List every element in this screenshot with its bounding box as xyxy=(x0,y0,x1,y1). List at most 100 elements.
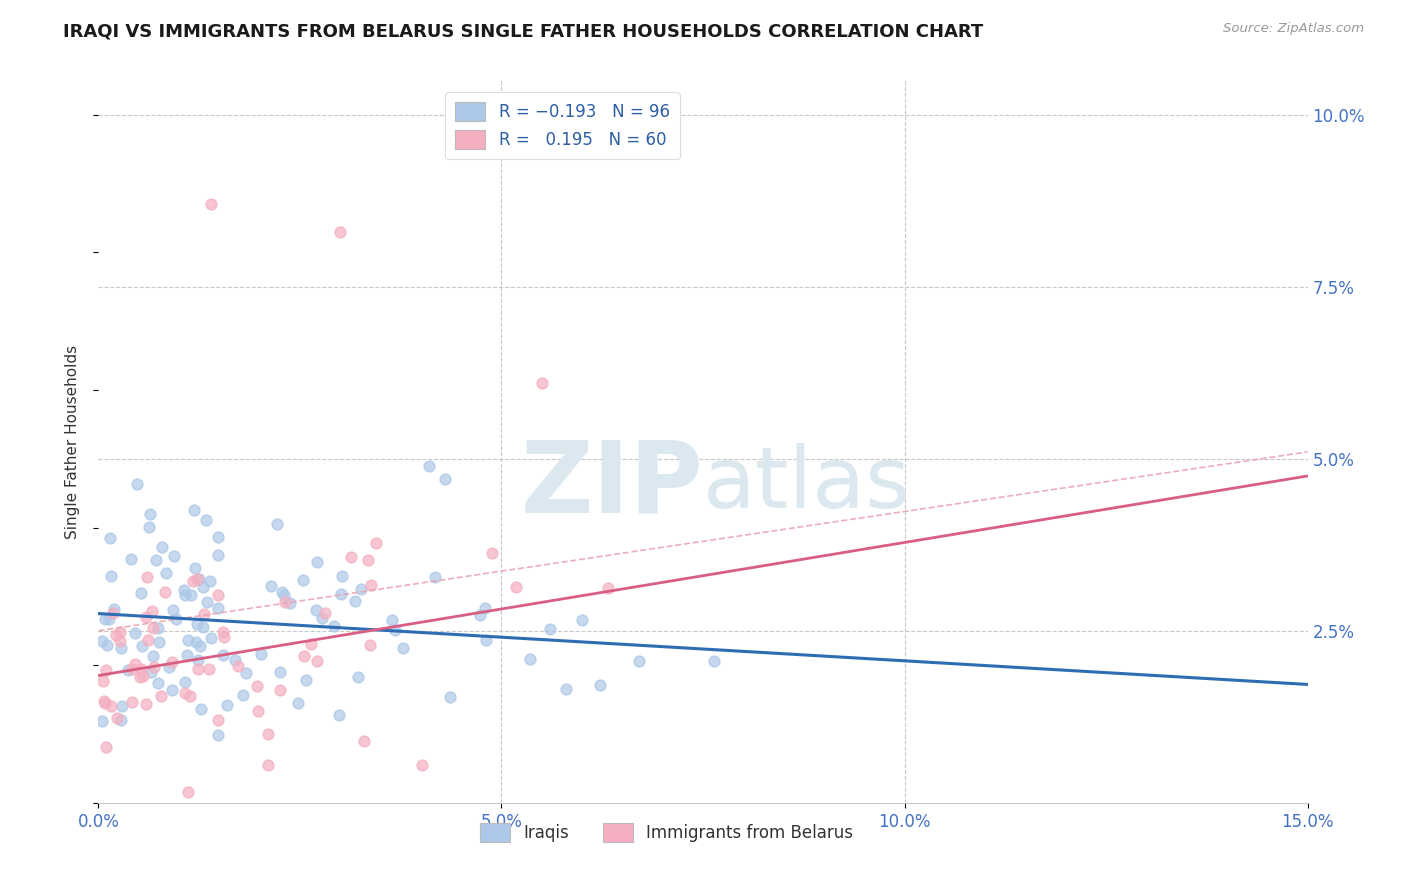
Point xyxy=(173,588,195,602)
Point xyxy=(180,588,202,602)
Point xyxy=(139,508,162,522)
Point xyxy=(391,640,413,655)
Point xyxy=(176,648,198,662)
Point xyxy=(305,603,328,617)
Point xyxy=(162,603,184,617)
Point xyxy=(111,698,134,713)
Point xyxy=(411,758,433,772)
Point xyxy=(94,739,117,754)
Point xyxy=(104,628,127,642)
Point xyxy=(110,634,132,648)
Point xyxy=(246,704,269,718)
Point xyxy=(439,690,461,704)
Point xyxy=(246,679,269,693)
Point xyxy=(589,677,612,691)
Point xyxy=(121,695,143,709)
Point xyxy=(207,713,229,727)
Point xyxy=(100,569,122,583)
Point xyxy=(96,638,118,652)
Point xyxy=(93,694,115,708)
Point xyxy=(280,596,302,610)
Point xyxy=(270,585,292,599)
Point xyxy=(188,640,211,654)
Text: IRAQI VS IMMIGRANTS FROM BELARUS SINGLE FATHER HOUSEHOLDS CORRELATION CHART: IRAQI VS IMMIGRANTS FROM BELARUS SINGLE … xyxy=(63,22,984,40)
Point xyxy=(555,682,578,697)
Point xyxy=(266,516,288,531)
Point xyxy=(174,686,197,700)
Point xyxy=(232,688,254,702)
Point xyxy=(91,674,114,689)
Point xyxy=(215,698,238,713)
Point xyxy=(224,652,246,666)
Point xyxy=(142,649,165,664)
Point xyxy=(128,669,150,683)
Point xyxy=(135,570,157,584)
Point xyxy=(183,503,205,517)
Point xyxy=(184,561,207,575)
Point xyxy=(132,669,155,683)
Point xyxy=(173,674,195,689)
Point xyxy=(162,549,184,564)
Point xyxy=(153,585,176,599)
Point xyxy=(135,610,157,624)
Point xyxy=(191,620,214,634)
Point xyxy=(235,665,257,680)
Point xyxy=(256,727,278,741)
Point xyxy=(150,540,173,554)
Point xyxy=(350,582,373,597)
Point xyxy=(91,634,114,648)
Point xyxy=(212,630,235,644)
Point xyxy=(200,631,222,645)
Point xyxy=(135,697,157,711)
Point xyxy=(131,639,153,653)
Point xyxy=(292,648,315,663)
Point xyxy=(269,665,291,679)
Legend: Iraqis, Immigrants from Belarus: Iraqis, Immigrants from Belarus xyxy=(474,816,859,848)
Point xyxy=(103,606,125,620)
Point xyxy=(160,683,183,698)
Point xyxy=(475,632,498,647)
Point xyxy=(207,601,229,615)
Point xyxy=(162,655,184,669)
Point xyxy=(292,573,315,587)
Point xyxy=(143,660,166,674)
Point xyxy=(260,579,283,593)
Point xyxy=(381,613,404,627)
Point xyxy=(150,690,173,704)
Text: atlas: atlas xyxy=(703,443,911,526)
Point xyxy=(340,549,363,564)
Point xyxy=(110,713,132,727)
Point xyxy=(155,566,177,581)
Point xyxy=(287,697,309,711)
Point xyxy=(703,654,725,668)
Point xyxy=(360,578,382,592)
Point xyxy=(530,376,553,390)
Point xyxy=(470,607,492,622)
Point xyxy=(505,581,527,595)
Point xyxy=(481,545,503,559)
Point xyxy=(94,664,117,678)
Point xyxy=(139,665,162,679)
Point xyxy=(207,728,229,742)
Point xyxy=(418,458,440,473)
Point xyxy=(269,683,291,698)
Point xyxy=(207,589,229,603)
Point xyxy=(177,785,200,799)
Point xyxy=(197,662,219,676)
Point xyxy=(110,641,132,656)
Point xyxy=(434,472,457,486)
Point xyxy=(323,619,346,633)
Point xyxy=(129,586,152,600)
Point xyxy=(124,625,146,640)
Point xyxy=(141,604,163,618)
Point xyxy=(146,675,169,690)
Point xyxy=(538,622,561,636)
Point xyxy=(179,689,201,703)
Point xyxy=(94,612,117,626)
Point xyxy=(184,635,207,649)
Point xyxy=(91,714,114,728)
Point xyxy=(474,600,496,615)
Point xyxy=(226,659,249,673)
Point xyxy=(571,613,593,627)
Point xyxy=(157,660,180,674)
